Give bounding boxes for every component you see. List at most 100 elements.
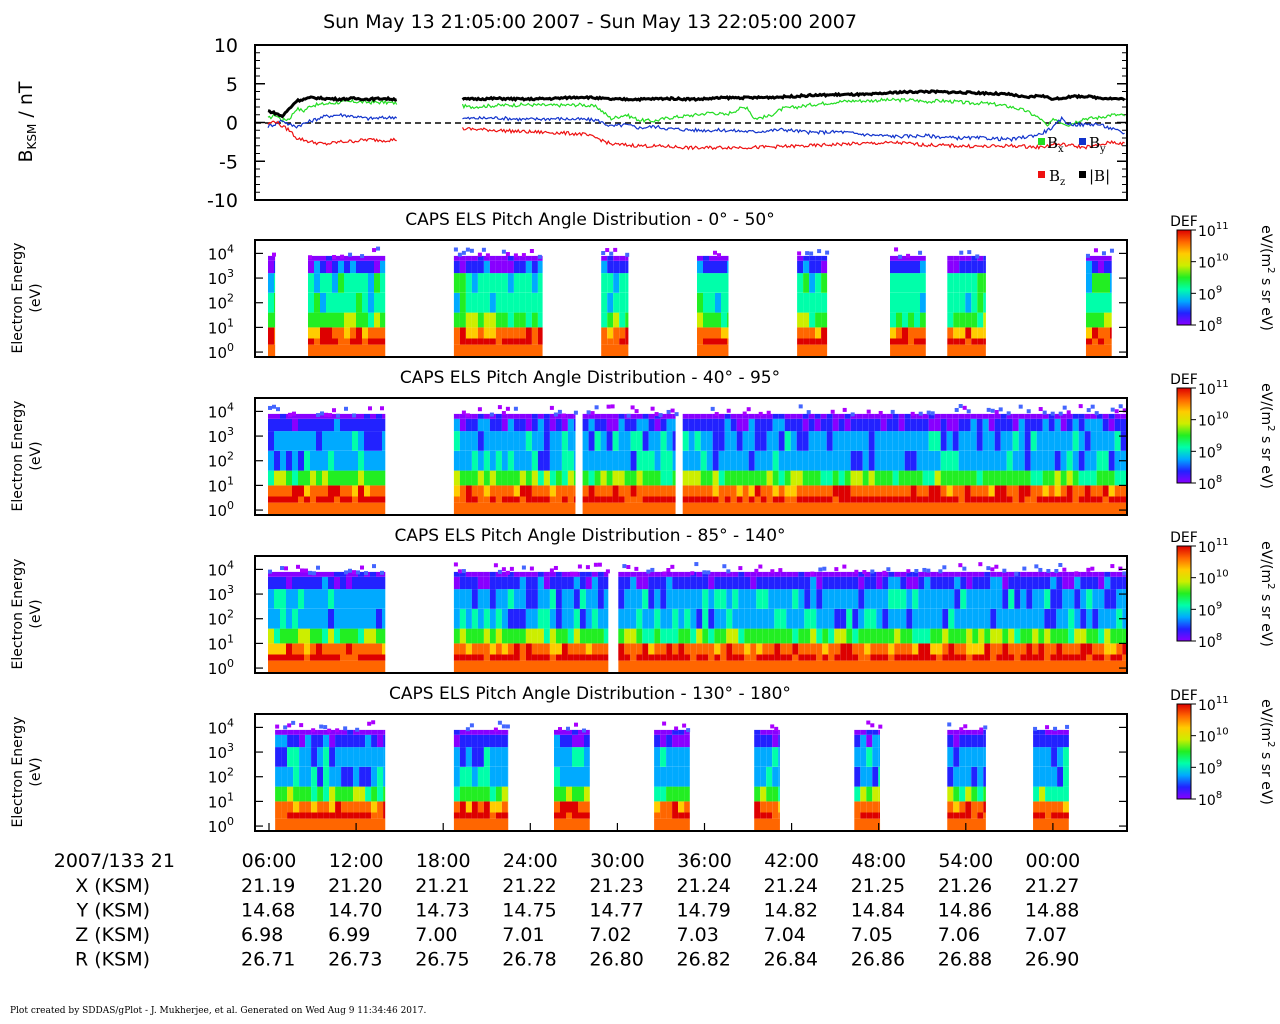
heatmap-cell xyxy=(983,729,986,735)
heatmap-cell xyxy=(1063,766,1069,787)
heatmap-cell xyxy=(1014,643,1021,655)
heatmap-cell xyxy=(268,292,274,313)
heatmap-cell xyxy=(573,496,576,503)
heatmap-cell xyxy=(525,260,532,274)
heatmap-cell xyxy=(293,729,300,735)
heatmap-cell xyxy=(304,568,308,573)
heatmap-cell xyxy=(567,496,574,503)
heatmap-cell xyxy=(630,643,637,655)
heatmap-cell xyxy=(471,734,478,748)
heatmap-cell xyxy=(274,576,280,590)
heatmap-cell xyxy=(730,431,737,451)
heatmap-cell xyxy=(654,654,661,661)
heatmap-cell xyxy=(308,260,314,274)
heatmap-cell xyxy=(1114,418,1121,432)
heatmap-cell xyxy=(872,766,879,787)
heatmap-cell xyxy=(820,431,827,451)
heatmap-cell xyxy=(732,589,739,609)
heatmap-cell xyxy=(600,431,607,451)
heatmap-cell xyxy=(1014,628,1021,644)
heatmap-cell xyxy=(566,766,572,787)
heatmap-cell xyxy=(359,786,366,802)
heatmap-cell xyxy=(326,255,332,261)
heatmap-cell xyxy=(814,496,821,503)
heatmap-cell xyxy=(489,812,496,819)
heatmap-cell xyxy=(697,327,703,339)
heatmap-cell xyxy=(507,628,514,644)
heatmap-cell xyxy=(1068,576,1075,590)
heatmap-cell xyxy=(766,729,773,735)
heatmap-cell xyxy=(1060,431,1067,451)
heatmap-cell xyxy=(678,812,685,819)
heatmap-cell xyxy=(947,786,954,802)
heatmap-cell xyxy=(896,338,902,345)
heatmap-cell xyxy=(316,576,322,590)
heatmap-cell xyxy=(383,734,386,748)
heatmap-cell xyxy=(852,571,859,577)
heatmap-cell xyxy=(726,571,733,577)
heatmap-cell xyxy=(970,431,977,451)
heatmap-cell xyxy=(588,485,595,497)
heatmap-cell xyxy=(380,255,386,261)
heatmap-cell xyxy=(350,255,356,261)
heatmap-cell xyxy=(936,571,943,577)
heatmap-cell xyxy=(838,418,845,432)
heatmap-cell xyxy=(531,260,538,274)
heatmap-cell xyxy=(810,589,817,609)
heatmap-cell xyxy=(328,571,334,577)
heatmap-cell xyxy=(531,589,538,609)
heatmap-cell xyxy=(507,654,514,661)
heatmap-cell xyxy=(320,312,326,328)
heatmap-cell xyxy=(513,576,520,590)
heatmap-cell xyxy=(984,608,991,629)
heatmap-cell xyxy=(754,470,761,486)
heatmap-cell xyxy=(1060,413,1067,419)
energy-tick-label: 101 xyxy=(208,790,234,811)
heatmap-cell xyxy=(364,485,370,497)
heatmap-cell xyxy=(1078,485,1085,497)
heatmap-cell xyxy=(818,567,823,572)
heatmap-cell xyxy=(1048,470,1055,486)
heatmap-cell xyxy=(311,801,318,813)
heatmap-cell xyxy=(555,589,562,609)
heatmap-cell xyxy=(688,418,695,432)
heatmap-cell xyxy=(268,660,386,673)
heatmap-cell xyxy=(994,470,1001,486)
heatmap-cell xyxy=(350,292,356,313)
heatmap-cell xyxy=(948,628,955,644)
heatmap-cell xyxy=(790,450,797,471)
heatmap-cell xyxy=(703,273,709,293)
heatmap-cell xyxy=(708,589,715,609)
heatmap-cell xyxy=(844,431,851,451)
heatmap-cell xyxy=(636,496,643,503)
heatmap-cell xyxy=(601,344,629,357)
heatmap-cell xyxy=(612,470,619,486)
heatmap-cell xyxy=(332,292,338,313)
heatmap-cell xyxy=(684,812,690,819)
heatmap-cell xyxy=(501,327,508,339)
heatmap-cell xyxy=(1066,496,1073,503)
heatmap-cell xyxy=(519,260,526,274)
heatmap-cell xyxy=(561,485,568,497)
heatmap-cell xyxy=(549,413,556,419)
heatmap-cell xyxy=(298,576,304,590)
heatmap-cell xyxy=(459,431,466,451)
heatmap-cell xyxy=(796,470,803,486)
heatmap-cell xyxy=(624,418,631,432)
heatmap-cell xyxy=(672,589,679,609)
heatmap-cell xyxy=(678,766,685,787)
heatmap-cell xyxy=(703,312,709,328)
heatmap-cell xyxy=(619,273,626,293)
heatmap-cell xyxy=(554,766,560,787)
heatmap-cell xyxy=(696,571,703,577)
heatmap-cell xyxy=(483,571,490,577)
heatmap-cell xyxy=(625,273,629,293)
heatmap-cell xyxy=(966,628,973,644)
colorbar-tick-label: 108 xyxy=(1198,632,1222,651)
heatmap-cell xyxy=(311,729,318,735)
heatmap-cell xyxy=(672,485,676,497)
heatmap-cell xyxy=(489,766,496,787)
heatmap-cell xyxy=(588,496,595,503)
heatmap-cell xyxy=(814,418,821,432)
heatmap-cell xyxy=(1066,413,1073,419)
